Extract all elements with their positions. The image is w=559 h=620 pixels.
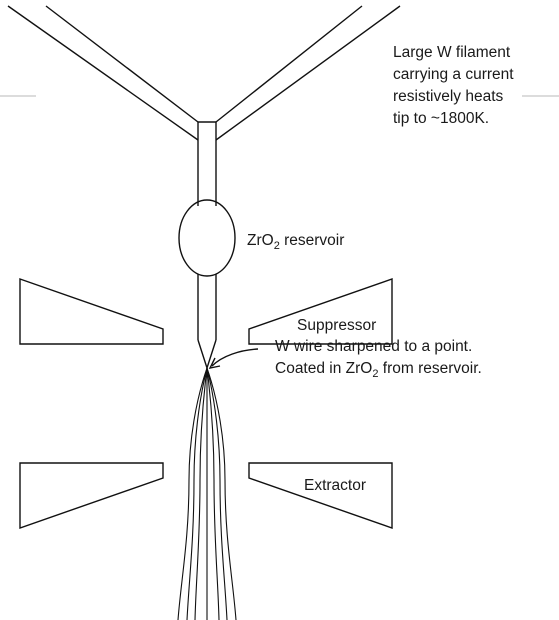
zro2-reservoir (178, 199, 236, 277)
tip-label-line2: Coated in ZrO2 from reservoir. (275, 360, 482, 380)
filament-right-arm-inner (215, 5, 363, 123)
filament-right-arm-outer (215, 5, 401, 141)
suppressor-left-electrode (19, 278, 164, 345)
filament-label-line1: Large W filament (393, 44, 511, 61)
filament-label: Large W filament carrying a current resi… (393, 44, 514, 127)
tip-label-line2-pre: Coated in ZrO (275, 360, 372, 377)
reservoir-label: ZrO2 reservoir (247, 232, 344, 252)
tip-label-line2-sub: 2 (372, 368, 378, 380)
suppressor-label: Suppressor (297, 317, 376, 334)
extractor-left-electrode (19, 462, 164, 529)
reservoir-label-pre: ZrO (247, 232, 274, 249)
tip-label-line1: W wire sharpened to a point. (275, 338, 472, 355)
filament-left-arm-outer (7, 5, 199, 141)
electron-beam (177, 367, 237, 620)
filament-label-line4: tip to ~1800K. (393, 110, 489, 127)
filament-label-line3: resistively heats (393, 88, 504, 105)
tip-leader-arrowhead (208, 357, 221, 369)
extractor-right-electrode (248, 462, 393, 529)
reservoir-label-sub: 2 (274, 240, 280, 252)
tip-leader-line (211, 348, 259, 367)
suppressor-right-electrode (248, 278, 393, 345)
filament-left-arm-inner (45, 5, 199, 123)
filament-label-line2: carrying a current (393, 66, 514, 83)
extractor-label: Extractor (304, 477, 366, 494)
tip-label-line2-post: from reservoir. (378, 360, 481, 377)
reservoir-label-post: reservoir (280, 232, 345, 249)
sharpened-tip (197, 339, 217, 371)
